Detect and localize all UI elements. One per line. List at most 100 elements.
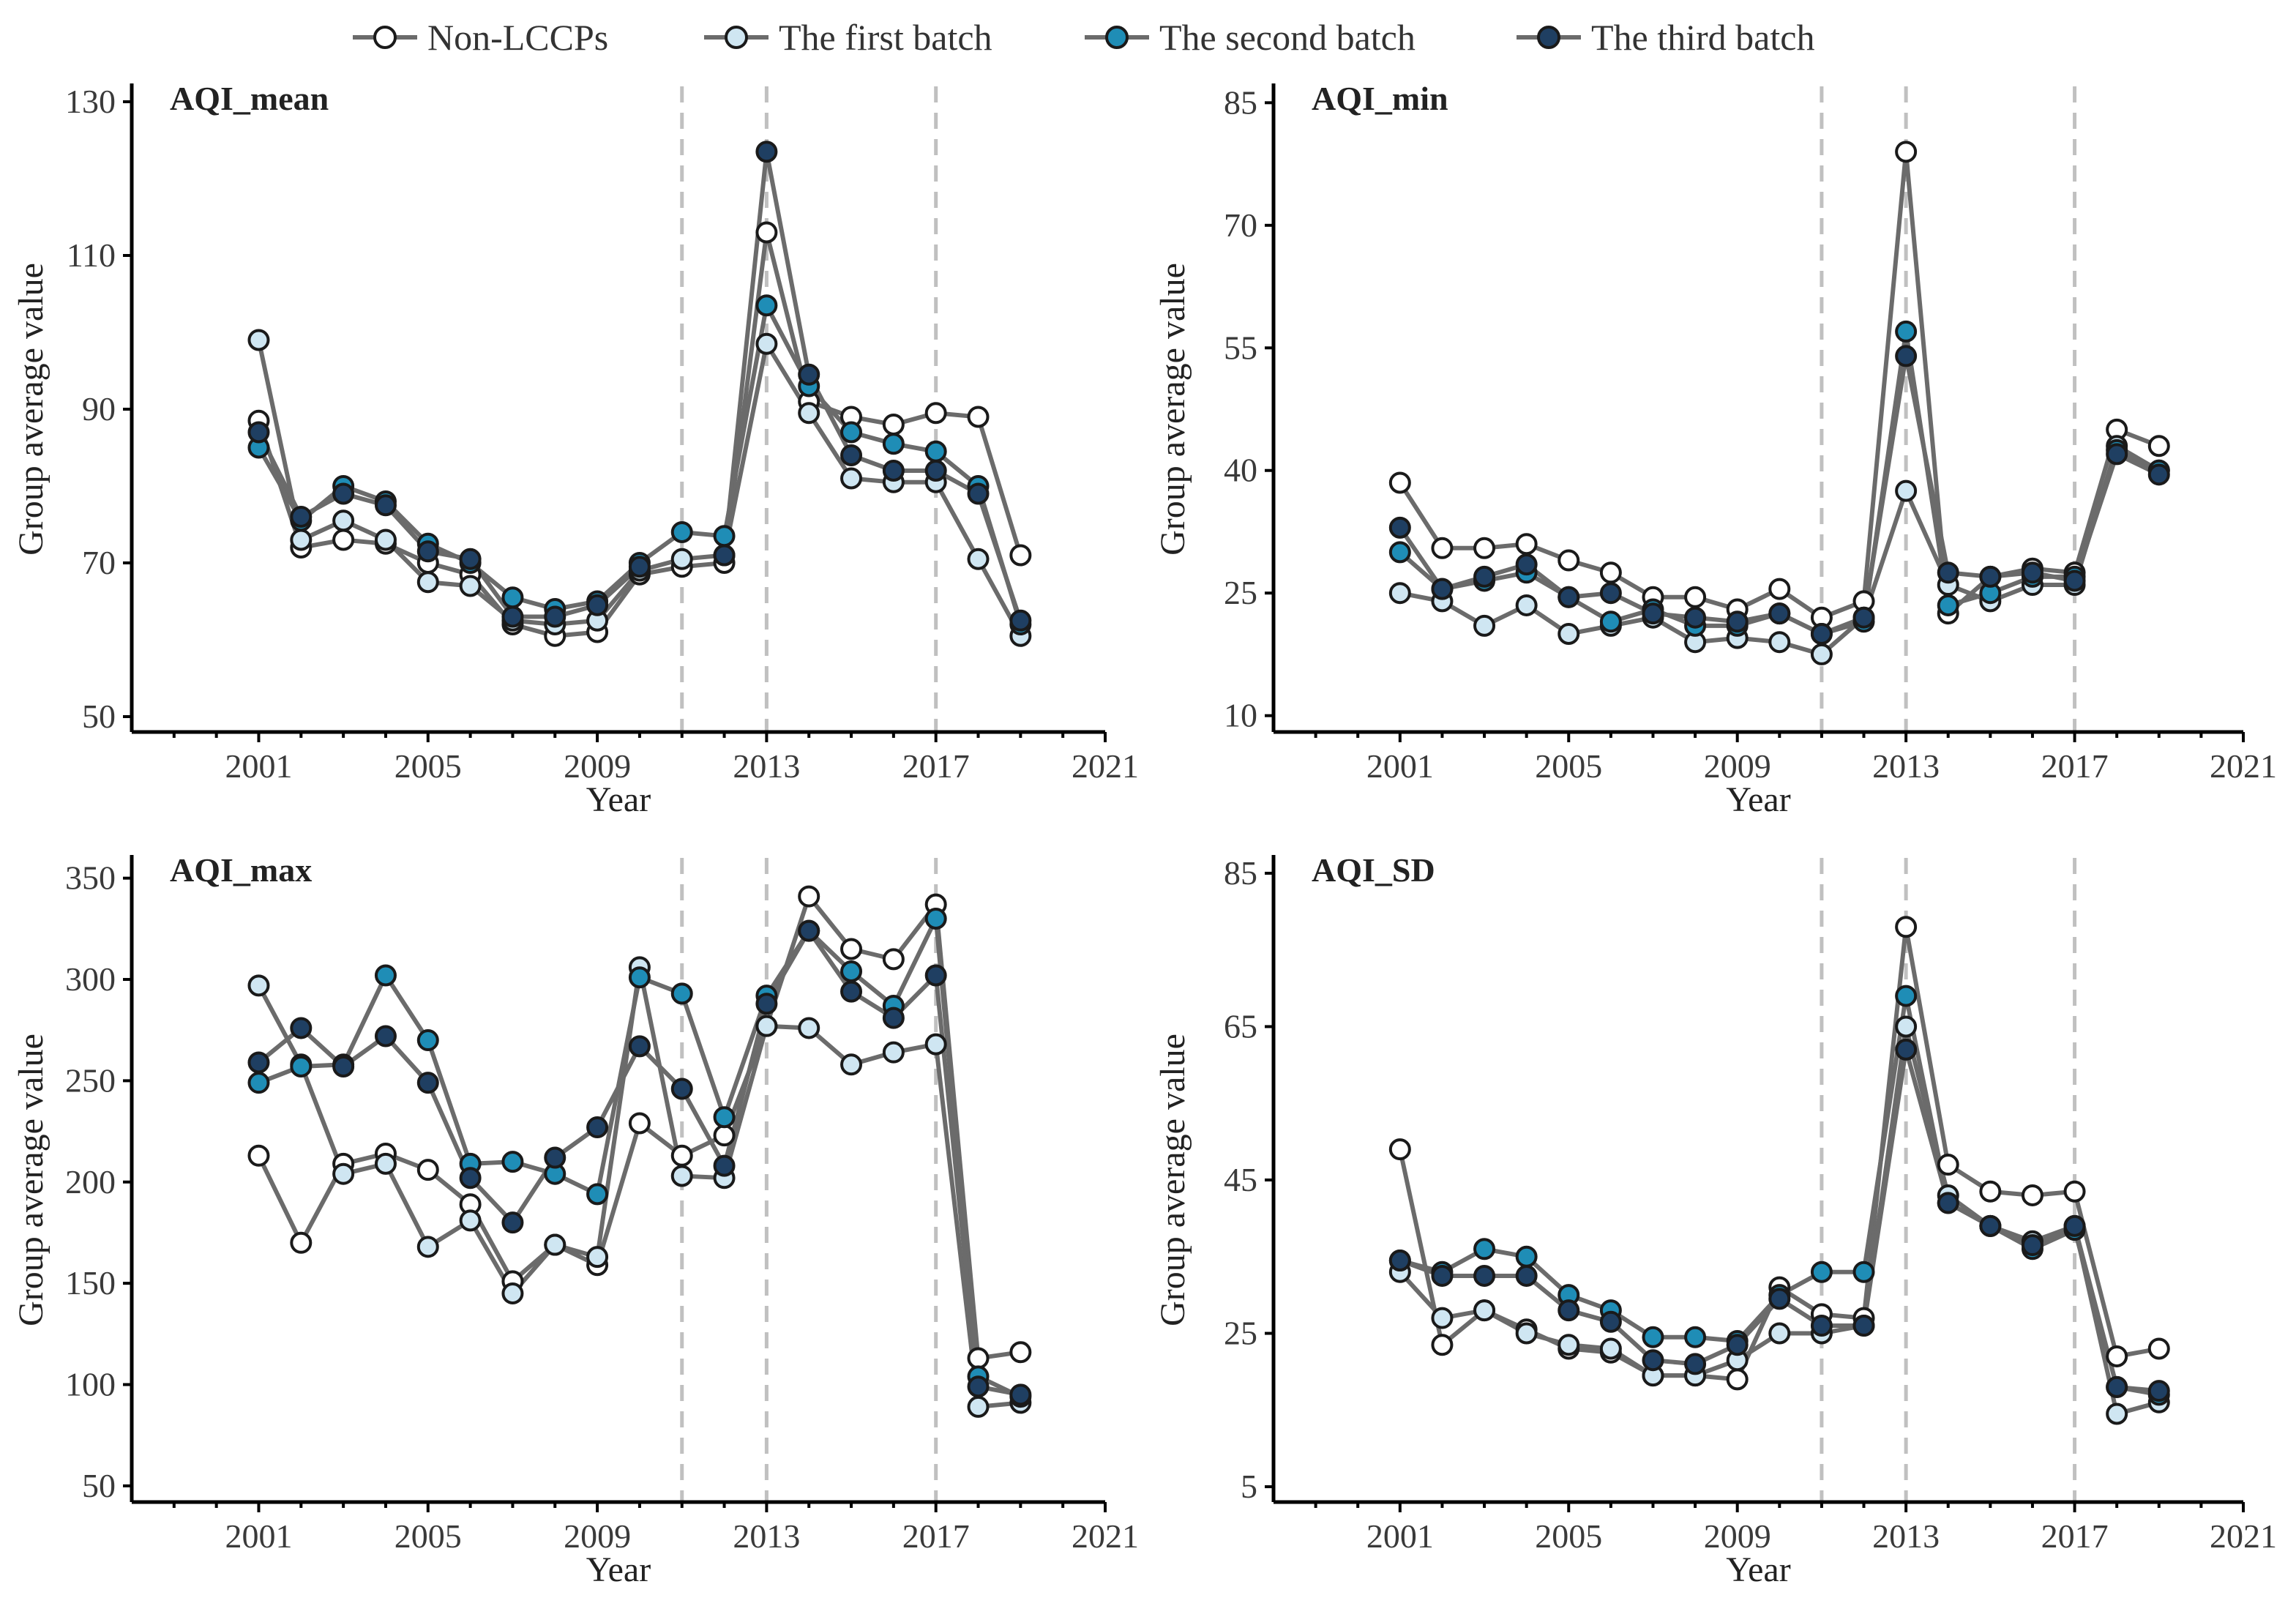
data-point-the-second-batch (1642, 1326, 1664, 1348)
x-tick-label: 2021 (2210, 1517, 2277, 1555)
data-point-the-third-batch (290, 506, 313, 528)
y-tick-label: 5 (1241, 1468, 1257, 1505)
y-tick-label: 85 (1224, 854, 1257, 892)
data-point-the-third-batch (1726, 1334, 1749, 1356)
data-point-the-second-batch (247, 1072, 270, 1094)
data-point-the-first-batch (544, 1233, 566, 1256)
data-point-non-lccps (1473, 537, 1496, 559)
data-point-the-first-batch (798, 1017, 820, 1039)
y-tick-label: 85 (1224, 83, 1257, 121)
x-tick-label: 2017 (902, 747, 970, 785)
data-point-the-first-batch (1388, 582, 1411, 605)
data-point-the-second-batch (290, 1056, 313, 1078)
x-tick-label: 2005 (1535, 1517, 1602, 1555)
y-tick-label: 150 (65, 1264, 116, 1301)
x-axis-title: Year (586, 780, 651, 819)
data-point-the-second-batch (1852, 1260, 1875, 1283)
legend-item-the-second-batch: The second batch (1083, 12, 1416, 63)
data-point-the-second-batch (670, 521, 693, 543)
data-point-the-third-batch (416, 1072, 439, 1094)
data-point-the-third-batch (670, 1077, 693, 1100)
x-tick-label: 2001 (1366, 1517, 1434, 1555)
data-point-the-third-batch (1388, 516, 1411, 539)
x-tick-label: 2009 (564, 747, 631, 785)
data-point-non-lccps (755, 221, 778, 244)
series-line-the-first-batch (256, 337, 1022, 638)
data-point-non-lccps (882, 948, 905, 971)
data-point-the-third-batch (1937, 561, 1959, 584)
data-point-the-third-batch (1599, 582, 1622, 605)
data-point-the-first-batch (1473, 1299, 1496, 1322)
data-point-the-third-batch (1431, 1264, 1454, 1287)
data-point-the-third-batch (544, 1146, 566, 1169)
data-point-the-first-batch (670, 1165, 693, 1187)
data-point-non-lccps (1979, 1180, 2002, 1203)
data-point-the-first-batch (586, 1246, 609, 1269)
data-point-the-second-batch (1515, 1245, 1538, 1268)
x-tick-label: 2021 (1072, 1517, 1139, 1555)
data-point-the-second-batch (713, 1106, 736, 1129)
legend-item-non-lccps: Non-LCCPs (351, 12, 608, 63)
data-point-the-third-batch (967, 482, 990, 505)
data-point-the-third-batch (628, 1035, 651, 1058)
legend-item-the-first-batch: The first batch (703, 12, 992, 63)
x-tick-label: 2017 (2041, 1517, 2109, 1555)
data-point-the-first-batch (1473, 614, 1496, 637)
data-point-the-first-batch (1431, 1307, 1454, 1329)
legend-marker-icon (1085, 26, 1149, 49)
data-point-the-second-batch (1810, 1260, 1833, 1283)
legend-marker-icon (1517, 26, 1581, 49)
data-point-the-third-batch (840, 444, 863, 466)
data-point-the-first-batch (416, 1236, 439, 1258)
data-point-the-third-batch (967, 1375, 990, 1398)
data-point-the-third-batch (1558, 1299, 1580, 1322)
data-point-the-third-batch (882, 460, 905, 482)
x-tick-label: 2009 (1704, 747, 1771, 785)
y-tick-label: 55 (1224, 329, 1257, 366)
legend-marker-icon (704, 26, 769, 49)
data-point-non-lccps (1388, 1138, 1411, 1161)
data-point-the-third-batch (2147, 463, 2170, 486)
x-tick-label: 2001 (1366, 747, 1434, 785)
data-point-the-first-batch (1810, 643, 1833, 665)
data-point-non-lccps (967, 406, 990, 428)
data-point-the-third-batch (1558, 586, 1580, 608)
data-point-the-second-batch (416, 1029, 439, 1052)
x-tick-label: 2013 (1872, 1517, 1940, 1555)
data-point-the-third-batch (628, 556, 651, 578)
y-tick-label: 40 (1224, 452, 1257, 489)
data-point-non-lccps (1388, 471, 1411, 494)
data-point-the-third-batch (755, 993, 778, 1015)
series-line-non-lccps (1398, 152, 2160, 621)
data-point-the-third-batch (2021, 1234, 2043, 1257)
legend: Non-LCCPs The first batch The second batch… (0, 0, 2296, 81)
series-line-the-first-batch (1398, 1026, 2160, 1417)
data-point-non-lccps (798, 885, 820, 908)
data-point-non-lccps (882, 414, 905, 436)
data-point-the-third-batch (544, 605, 566, 628)
data-point-non-lccps (1558, 549, 1580, 572)
data-point-non-lccps (416, 1159, 439, 1181)
legend-label: The second batch (1159, 17, 1416, 58)
data-point-the-first-batch (1768, 1322, 1791, 1345)
data-point-non-lccps (1009, 1341, 1032, 1364)
data-point-the-third-batch (247, 421, 270, 444)
data-point-the-second-batch (501, 586, 524, 609)
data-point-the-third-batch (1726, 610, 1749, 633)
data-point-the-first-batch (374, 529, 397, 551)
data-point-non-lccps (1726, 1368, 1749, 1391)
data-point-the-third-batch (1768, 1288, 1791, 1310)
data-point-the-second-batch (840, 421, 863, 444)
legend-label: The third batch (1591, 17, 1815, 58)
data-point-the-third-batch (332, 482, 355, 505)
legend-label: The first batch (779, 17, 992, 58)
data-point-the-third-batch (374, 494, 397, 517)
data-point-the-third-batch (374, 1025, 397, 1047)
data-point-the-second-batch (374, 964, 397, 987)
data-point-the-third-batch (1979, 565, 2002, 588)
data-point-the-first-batch (1768, 631, 1791, 654)
data-point-non-lccps (628, 1112, 651, 1135)
x-tick-label: 2005 (394, 1517, 462, 1555)
y-axis-title: Group average value (12, 1034, 51, 1326)
